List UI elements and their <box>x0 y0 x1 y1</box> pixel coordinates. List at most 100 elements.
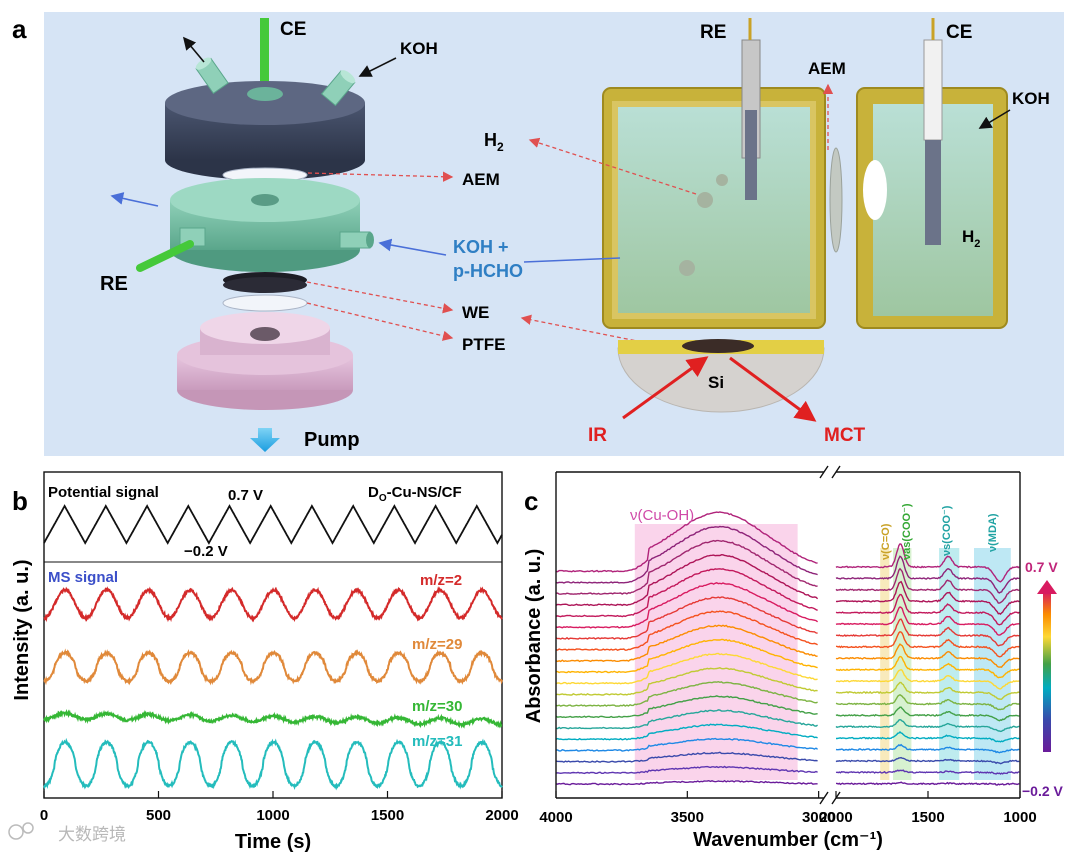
spectrum-line-7-seg0 <box>555 680 818 707</box>
label-koh-hcho-line1: KOH + <box>453 237 509 257</box>
band-label-cu-oh: ν(Cu-OH) <box>630 507 694 524</box>
label-re-cell: RE <box>700 22 726 43</box>
series-line-mz30 <box>43 708 503 729</box>
spectrum-line-10-seg0 <box>555 638 818 674</box>
label-ce: CE <box>280 19 306 40</box>
ce-electrode-rod <box>260 18 269 94</box>
spectrum-line-11-seg0 <box>555 624 818 663</box>
spectrum-line-13-seg1 <box>835 618 1020 647</box>
spectrum-line-5-seg1 <box>835 718 1020 733</box>
label-koh-hcho-line2: p-HCHO <box>453 261 523 281</box>
label-h2-right-sub: 2 <box>974 238 980 250</box>
spectrum-line-15-seg1 <box>835 593 1020 626</box>
band-label-coo-as: νas(COO⁻) <box>901 503 913 560</box>
band-label-mda: ν(MDA) <box>987 513 999 552</box>
x-tick-label: 2000 <box>819 809 852 826</box>
spectrum-line-17-seg1 <box>835 567 1020 604</box>
spectrum-line-3-seg1 <box>835 743 1020 754</box>
spectrum-line-3-seg0 <box>555 737 818 752</box>
spectrum-line-2-seg1 <box>835 756 1020 765</box>
label-we: WE <box>462 303 489 322</box>
x-tick-label: 3000 <box>802 809 835 826</box>
spectrum-line-10-seg1 <box>835 655 1020 679</box>
ms-signal-label: MS signal <box>48 569 118 586</box>
watermark-logo-icon <box>8 824 24 840</box>
pump-arrow-icon <box>250 428 280 452</box>
spectrum-line-5-seg0 <box>555 709 818 730</box>
label-aem-cell: AEM <box>808 59 846 78</box>
label-h2-left: H2 <box>484 130 504 154</box>
spectrum-line-18-seg1 <box>835 555 1020 594</box>
label-re: RE <box>100 273 128 295</box>
band-label-coo-s: νs(COO⁻) <box>941 505 953 556</box>
spectrum-line-12-seg1 <box>835 631 1020 658</box>
panel-a: a <box>12 12 1064 456</box>
x-tick-label: 500 <box>146 807 171 824</box>
label-koh-cell: KOH <box>1012 89 1050 108</box>
spectrum-line-6-seg1 <box>835 706 1020 722</box>
spectra-group <box>555 511 1020 786</box>
series-line-mz31 <box>43 737 503 791</box>
spectrum-line-2-seg0 <box>555 751 818 763</box>
potential-line <box>43 504 503 545</box>
watermark: 大数跨境 <box>8 822 126 844</box>
panel-b-x-axis-label: Time (s) <box>235 831 311 853</box>
ce-electrode <box>923 39 943 141</box>
potential-colorbar <box>1043 592 1051 752</box>
panel-b: b 0 500 1000 1500 2000 Potential signal DO-C… <box>11 471 519 853</box>
spectrum-line-4-seg0 <box>555 723 818 741</box>
x-tick-label: 1000 <box>256 807 289 824</box>
x-tick-label: 4000 <box>539 809 572 826</box>
sample-label-main: D <box>368 484 379 501</box>
watermark-text: 大数跨境 <box>58 825 126 844</box>
band-c-o <box>880 548 890 780</box>
spectrum-line-8-seg0 <box>555 667 818 696</box>
panel-c-x-axis-label: Wavenumber (cm⁻¹) <box>693 829 883 851</box>
x-tick-label: 3500 <box>671 809 704 826</box>
label-pump: Pump <box>304 429 360 451</box>
panel-c-label: c <box>524 486 538 516</box>
axis-break-top <box>819 465 841 479</box>
assembled-cell-illustration: RE CE AEM KOH H2 H2 Si IR MCT <box>484 18 1050 446</box>
x-tick-label: 0 <box>40 807 48 824</box>
band-label-c-o: ν(C=O) <box>880 523 892 560</box>
spectrum-line-16-seg1 <box>835 580 1020 616</box>
colorbar-bottom-label: −0.2 V <box>1022 783 1064 799</box>
sample-label-sub: O <box>379 493 387 504</box>
x-tick-label: 1000 <box>1003 809 1036 826</box>
spectrum-line-17-seg0 <box>555 539 818 595</box>
si-prism <box>617 347 825 413</box>
spectrum-line-9-seg1 <box>835 668 1020 690</box>
exploded-cell-illustration: CE KOH AEM RE KOH + p-HCHO WE PTFE Pump <box>100 18 523 452</box>
ptfe-disc <box>222 294 308 312</box>
series-label-mz2: m/z=2 <box>420 572 462 589</box>
spectrum-line-14-seg1 <box>835 606 1020 636</box>
x-tick-label: 1500 <box>911 809 944 826</box>
series-label-mz29: m/z=29 <box>412 636 462 653</box>
spectrum-line-7-seg1 <box>835 694 1020 711</box>
sample-label-rest: -Cu-NS/CF <box>387 484 462 501</box>
spectrum-line-0-seg0 <box>555 779 818 786</box>
series-label-mz31: m/z=31 <box>412 733 462 750</box>
potential-trace <box>43 504 503 545</box>
spectrum-line-16-seg0 <box>555 553 819 607</box>
colorbar-arrow-icon <box>1037 580 1057 594</box>
re-electrode-rod <box>136 240 194 272</box>
colorbar-top-label: 0.7 V <box>1025 559 1058 575</box>
label-si: Si <box>708 373 724 392</box>
lower-potential-label: −0.2 V <box>184 543 228 560</box>
label-h2-left-sub: 2 <box>497 140 504 154</box>
panel-a-label: a <box>12 14 27 44</box>
spectrum-line-6-seg0 <box>555 695 818 719</box>
label-ce-cell: CE <box>946 22 972 43</box>
label-mct: MCT <box>824 425 866 446</box>
spectrum-line-12-seg0 <box>556 610 818 651</box>
panel-b-x-ticks: 0 500 1000 1500 2000 <box>40 791 519 824</box>
panel-b-label: b <box>12 486 28 516</box>
panel-b-y-axis-label: Intensity (a. u.) <box>11 559 33 700</box>
aem-membrane <box>829 147 843 253</box>
spectrum-line-14-seg0 <box>555 582 819 629</box>
spectrum-line-18-seg0 <box>555 525 818 584</box>
spectrum-line-4-seg1 <box>836 731 1020 743</box>
